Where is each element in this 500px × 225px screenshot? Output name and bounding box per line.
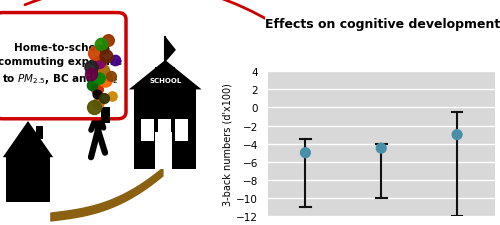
Point <box>90 106 98 110</box>
Point <box>92 93 100 96</box>
Point <box>96 77 104 81</box>
Text: Working Memory annual  change: Working Memory annual change <box>284 54 478 64</box>
Bar <box>36 126 44 140</box>
Polygon shape <box>129 61 202 90</box>
Point <box>92 88 100 92</box>
Point <box>102 54 110 58</box>
Point <box>98 70 106 74</box>
Point <box>88 84 96 87</box>
Bar <box>156 133 172 169</box>
Bar <box>158 119 171 142</box>
Point <box>302 151 310 155</box>
Text: SCHOOL: SCHOOL <box>149 78 182 84</box>
Polygon shape <box>3 122 53 158</box>
Point <box>111 59 119 63</box>
Point <box>104 39 112 42</box>
Bar <box>142 119 154 142</box>
Point <box>101 79 109 83</box>
Circle shape <box>92 90 107 103</box>
Point <box>100 97 108 101</box>
Point <box>94 102 102 105</box>
Point <box>106 75 114 78</box>
Point <box>87 72 95 76</box>
Polygon shape <box>6 146 51 202</box>
Point <box>378 147 386 150</box>
FancyBboxPatch shape <box>254 2 500 47</box>
Y-axis label: 3-back numbers (d'x100): 3-back numbers (d'x100) <box>223 83 233 205</box>
Text: Home-to-school
commuting exposure
to $PM_{2.5}$, BC and $NO_2$: Home-to-school commuting exposure to $PM… <box>0 43 122 86</box>
Point <box>97 43 105 47</box>
Point <box>96 61 104 65</box>
Point <box>87 66 95 69</box>
Point <box>108 95 116 99</box>
Polygon shape <box>165 38 175 62</box>
Bar <box>175 119 188 142</box>
Polygon shape <box>134 90 196 169</box>
Point <box>453 133 461 137</box>
Point <box>91 52 99 56</box>
Bar <box>102 108 110 124</box>
Point <box>100 48 108 51</box>
Bar <box>156 68 175 90</box>
FancyBboxPatch shape <box>0 14 126 119</box>
Text: Effects on cognitive development: Effects on cognitive development <box>265 18 500 31</box>
